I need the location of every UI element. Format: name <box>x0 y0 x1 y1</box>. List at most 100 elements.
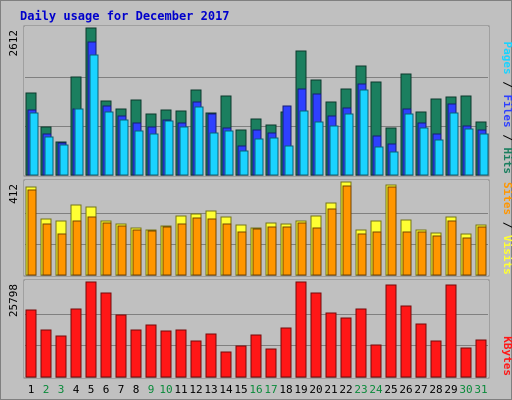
bar-kbytes-31 <box>475 339 487 378</box>
bar-sites-11 <box>177 223 187 276</box>
bar-pages-21 <box>329 125 339 176</box>
bar-sites-29 <box>447 220 457 276</box>
bar-pages-12 <box>194 106 204 176</box>
bar-sites-23 <box>357 233 367 276</box>
bar-pages-28 <box>434 139 444 176</box>
bar-sites-21 <box>327 208 337 276</box>
axis-title-word-pages: Pages <box>501 42 512 75</box>
bar-sites-12 <box>192 217 202 276</box>
bar-pages-8 <box>134 130 144 176</box>
x-tick-label-10: 10 <box>159 383 172 396</box>
x-tick-label-2: 2 <box>43 383 50 396</box>
x-axis-tick-labels: 1 2 3 4 5 6 7 8 9 10 11 12 13 14 15 16 17 18 19 20 21 22 23 24 2… <box>28 383 488 396</box>
x-tick-label-14: 14 <box>219 383 233 396</box>
x-tick-label-26: 26 <box>399 383 412 396</box>
x-tick-label-9: 9 <box>148 383 155 396</box>
x-tick-label-13: 13 <box>204 383 217 396</box>
x-tick-label-15: 15 <box>234 383 247 396</box>
bar-sites-7 <box>117 225 127 276</box>
bar-pages-19 <box>299 110 309 176</box>
x-tick-label-29: 29 <box>444 383 457 396</box>
bar-pages-7 <box>119 119 129 176</box>
bar-pages-13 <box>209 132 219 176</box>
bar-sites-31 <box>477 226 487 276</box>
bar-kbytes-10 <box>160 330 172 378</box>
bar-kbytes-29 <box>445 284 457 378</box>
bar-sites-18 <box>282 226 292 276</box>
bar-pages-9 <box>149 133 159 176</box>
bar-sites-26 <box>402 231 412 276</box>
bar-pages-17 <box>269 137 279 176</box>
axis-title-word-hits: Hits <box>501 148 512 175</box>
series-pages <box>29 54 489 176</box>
bar-kbytes-24 <box>370 344 382 378</box>
bar-sites-20 <box>312 227 322 276</box>
bar-pages-22 <box>344 113 354 176</box>
panel-hits: 2612 Pages / Files / Hits <box>7 25 512 177</box>
x-tick-label-12: 12 <box>189 383 202 396</box>
panel-visits: 412 Sites / Visits <box>7 179 512 277</box>
bar-pages-4 <box>74 108 84 176</box>
bar-pages-6 <box>104 111 114 176</box>
x-tick-label-28: 28 <box>429 383 442 396</box>
bar-sites-9 <box>147 230 157 276</box>
x-tick-label-4: 4 <box>73 383 80 396</box>
bar-kbytes-6 <box>100 292 112 378</box>
axis-title-word-sites: Sites <box>501 182 512 215</box>
x-tick-label-30: 30 <box>459 383 472 396</box>
bar-pages-25 <box>389 151 399 176</box>
x-tick-label-21: 21 <box>324 383 337 396</box>
x-tick-label-24: 24 <box>369 383 383 396</box>
bar-kbytes-15 <box>235 345 247 378</box>
x-tick-label-23: 23 <box>354 383 367 396</box>
axis-title-visits: Sites / Visits <box>501 182 512 275</box>
bar-pages-20 <box>314 121 324 176</box>
x-tick-label-11: 11 <box>174 383 187 396</box>
bar-kbytes-7 <box>115 314 127 378</box>
x-tick-label-3: 3 <box>58 383 65 396</box>
bar-sites-6 <box>102 222 112 276</box>
bar-sites-4 <box>72 220 82 276</box>
bar-sites-30 <box>462 237 472 276</box>
y-max-label-visits: 412 <box>7 184 20 204</box>
bar-pages-29 <box>449 112 459 176</box>
x-tick-label-25: 25 <box>384 383 397 396</box>
bar-sites-19 <box>297 222 307 276</box>
bar-pages-15 <box>239 150 249 176</box>
bar-pages-3 <box>59 144 69 176</box>
bar-kbytes-8 <box>130 329 142 378</box>
bar-kbytes-25 <box>385 284 397 378</box>
bar-kbytes-4 <box>70 308 82 378</box>
bar-kbytes-23 <box>355 308 367 378</box>
bar-pages-31 <box>479 133 489 176</box>
chart-title: Daily usage for December 2017 <box>20 9 230 23</box>
bar-kbytes-12 <box>190 340 202 378</box>
bar-sites-17 <box>267 226 277 276</box>
bar-sites-5 <box>87 216 97 276</box>
bar-sites-25 <box>387 186 397 276</box>
bar-kbytes-3 <box>55 335 67 378</box>
panel-kbytes: 25798 KBytes <box>7 279 512 379</box>
x-tick-label-18: 18 <box>279 383 292 396</box>
bar-kbytes-26 <box>400 305 412 378</box>
bar-sites-22 <box>342 185 352 276</box>
bar-sites-3 <box>57 233 67 276</box>
bar-sites-2 <box>42 223 52 276</box>
y-max-label-kbytes: 25798 <box>7 284 20 317</box>
axis-title-kbytes: KBytes <box>501 336 512 376</box>
axis-title-word-files: Files <box>501 95 512 128</box>
series-kbytes <box>25 281 487 378</box>
bar-kbytes-22 <box>340 317 352 378</box>
bar-kbytes-13 <box>205 333 217 378</box>
x-tick-label-8: 8 <box>133 383 140 396</box>
bar-pages-24 <box>374 146 384 176</box>
axis-title-word-visits: Visits <box>501 235 512 275</box>
bar-kbytes-2 <box>40 329 52 378</box>
bar-pages-2 <box>44 136 54 176</box>
x-tick-label-22: 22 <box>339 383 352 396</box>
x-tick-label-27: 27 <box>414 383 427 396</box>
bar-kbytes-18 <box>280 327 292 378</box>
series-sites <box>27 185 487 276</box>
bar-sites-1 <box>27 189 37 276</box>
